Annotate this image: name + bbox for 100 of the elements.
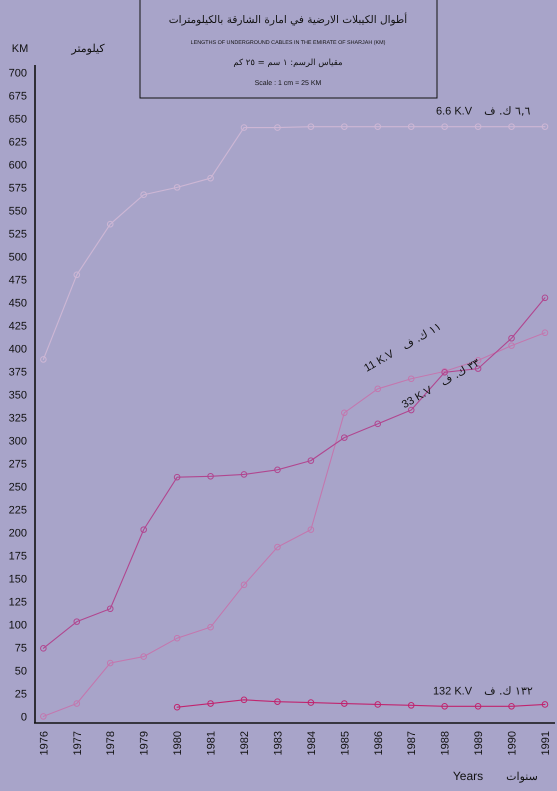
annotation: ٣٣ ك. ف	[438, 356, 482, 389]
point	[240, 124, 248, 131]
y-tick-label: 175	[8, 550, 27, 562]
point	[74, 618, 80, 625]
y-tick-label: 525	[8, 228, 27, 240]
x-tick-label: 1981	[206, 731, 218, 756]
y-tick-label: 650	[8, 113, 27, 126]
point	[240, 471, 248, 478]
series-label: 132 K.V	[432, 685, 473, 698]
point	[508, 334, 515, 342]
point	[542, 123, 548, 130]
y-tick-label: 425	[8, 320, 27, 332]
x-tick-label: 1984	[306, 731, 318, 756]
point	[174, 634, 180, 642]
y-tick-label: 25	[14, 688, 27, 700]
x-axis-title: Years	[452, 769, 484, 783]
point	[40, 356, 47, 363]
y-tick-label: 50	[14, 665, 27, 678]
y-tick-label: 325	[8, 412, 27, 424]
point	[74, 271, 80, 278]
point	[308, 526, 314, 533]
point	[174, 704, 180, 710]
text: 33 K.V	[400, 384, 436, 412]
x-tick-label: 1983	[272, 731, 284, 756]
point	[174, 184, 180, 191]
point	[106, 220, 114, 228]
point	[40, 645, 47, 652]
y-tick-label: 575	[8, 182, 27, 194]
point	[542, 329, 548, 336]
y-tick-label: 700	[8, 67, 27, 80]
point	[508, 123, 515, 130]
point	[374, 123, 382, 130]
x-tick-label: 1985	[339, 731, 352, 756]
point	[308, 457, 314, 464]
point	[474, 702, 482, 710]
point	[441, 123, 448, 130]
y-tick-label: 350	[8, 389, 27, 402]
point	[140, 653, 147, 660]
series-label: 6.6 K.V	[436, 106, 473, 118]
annotation: ١١ ك. ف	[400, 320, 444, 352]
y-tick-label: 75	[14, 642, 27, 654]
text: 11 K.V	[362, 348, 397, 375]
point	[207, 624, 214, 630]
x-tick-label: 1986	[372, 731, 385, 756]
point	[274, 466, 281, 474]
x-tick-label: 1979	[138, 731, 151, 756]
point	[374, 701, 382, 708]
y-tick-label: 475	[8, 274, 27, 286]
chart-title: أطوال الكيبلات الارضية في امارة الشارقة بالكيلومترات	[168, 12, 408, 26]
y-tick-label: 200	[8, 527, 27, 540]
point	[542, 701, 548, 708]
y-tick-label: 550	[8, 205, 27, 218]
point	[74, 700, 80, 707]
x-tick-label: 1991	[540, 731, 552, 756]
y-tick-label: 225	[8, 504, 27, 516]
point	[207, 700, 214, 707]
point	[408, 123, 415, 130]
x-tick-label: 1980	[172, 731, 184, 756]
point	[341, 700, 348, 707]
point	[308, 123, 314, 130]
y-tick-label: 0	[20, 711, 27, 724]
y-tick-label: 375	[8, 366, 27, 378]
point	[542, 294, 548, 302]
text: سنوات	[506, 770, 538, 783]
point	[408, 702, 415, 709]
point	[207, 472, 214, 480]
point	[40, 713, 47, 720]
x-tick-label: 1988	[440, 731, 452, 756]
point	[508, 702, 515, 710]
point	[174, 474, 180, 480]
point	[240, 696, 248, 704]
x-tick-label: 1989	[473, 731, 486, 756]
point	[207, 174, 214, 182]
x-tick-label: 1990	[506, 731, 519, 756]
point	[508, 342, 515, 349]
point	[274, 698, 281, 705]
y-tick-label: 400	[8, 343, 27, 356]
point	[140, 191, 147, 198]
point	[408, 375, 415, 382]
point	[441, 702, 448, 710]
point	[341, 123, 348, 130]
y-tick-label: 150	[8, 573, 27, 586]
y-tick-label: 625	[8, 136, 27, 148]
point	[374, 420, 382, 428]
y-tick-label: 125	[8, 596, 27, 608]
y-tick-label: 100	[8, 619, 27, 632]
point	[474, 123, 482, 130]
annotation: ١٣٢ ك. ف	[484, 684, 533, 698]
y-tick-label: 450	[8, 297, 27, 310]
x-tick-label: 1977	[72, 731, 84, 756]
point	[240, 582, 248, 588]
point	[140, 526, 147, 533]
x-tick-label: 1976	[38, 731, 50, 756]
point	[308, 699, 314, 706]
y-axis-title: KM	[12, 43, 28, 55]
y-tick-label: 275	[8, 458, 27, 470]
y-tick-label: 600	[8, 159, 27, 172]
y-tick-label: 500	[8, 251, 27, 264]
point	[106, 605, 114, 612]
point	[106, 660, 114, 666]
